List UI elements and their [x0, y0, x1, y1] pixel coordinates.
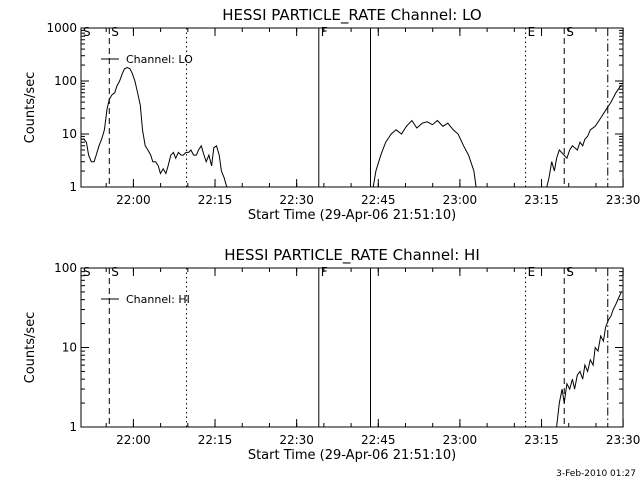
x-tick-label: 23:15: [524, 193, 559, 207]
plot-frame: [80, 27, 624, 188]
y-tick-label: 100: [54, 74, 77, 88]
x-tick-label: 22:00: [116, 433, 151, 447]
x-tick-label: 23:30: [606, 193, 640, 207]
corner-label: S: [83, 265, 91, 279]
marker-label: F: [321, 265, 328, 279]
series-line: [372, 119, 477, 188]
marker-label: S: [566, 265, 574, 279]
y-tick-label: 10: [62, 127, 77, 141]
chart-panel-hi: HESSI PARTICLE_RATE Channel: HI Counts/s…: [23, 246, 640, 463]
y-tick-label: 1: [69, 420, 77, 434]
legend-label: Channel: LO: [126, 53, 193, 66]
x-tick-label: 23:00: [443, 433, 478, 447]
series-line: [546, 84, 622, 188]
marker-label: S: [566, 25, 574, 39]
chart-panel-lo: HESSI PARTICLE_RATE Channel: LO Counts/s…: [23, 6, 640, 223]
x-tick-label: 23:30: [606, 433, 640, 447]
marker-label: E: [528, 25, 536, 39]
plot-frame: [80, 267, 624, 428]
chart-title: HESSI PARTICLE_RATE Channel: LO: [222, 6, 481, 25]
marker-label: S: [111, 265, 119, 279]
x-tick-label: 22:30: [279, 193, 314, 207]
x-tick-label: 22:00: [116, 193, 151, 207]
y-axis-label: Counts/sec: [23, 72, 38, 144]
x-tick-label: 23:15: [524, 433, 559, 447]
y-axis-label: Counts/sec: [23, 312, 38, 384]
x-axis-label: Start Time (29-Apr-06 21:51:10): [248, 448, 456, 463]
footer-timestamp: 3-Feb-2010 01:27: [556, 469, 636, 479]
y-tick-label: 1000: [46, 21, 77, 35]
x-tick-label: 22:45: [361, 433, 396, 447]
y-tick-label: 1: [69, 180, 77, 194]
x-tick-label: 23:00: [443, 193, 478, 207]
y-tick-label: 100: [54, 261, 77, 275]
x-axis-label: Start Time (29-Apr-06 21:51:10): [248, 208, 456, 223]
x-tick-label: 22:15: [198, 193, 233, 207]
y-tick-label: 10: [62, 341, 77, 355]
series-line: [556, 291, 622, 428]
x-tick-label: 22:30: [279, 433, 314, 447]
marker-label: S: [111, 25, 119, 39]
chart-title: HESSI PARTICLE_RATE Channel: HI: [224, 246, 480, 265]
x-tick-label: 22:15: [198, 433, 233, 447]
marker-label: F: [321, 25, 328, 39]
legend-label: Channel: HI: [126, 293, 190, 306]
marker-label: E: [528, 265, 536, 279]
x-tick-label: 22:45: [361, 193, 396, 207]
corner-label: S: [83, 25, 91, 39]
series-line: [81, 66, 228, 188]
